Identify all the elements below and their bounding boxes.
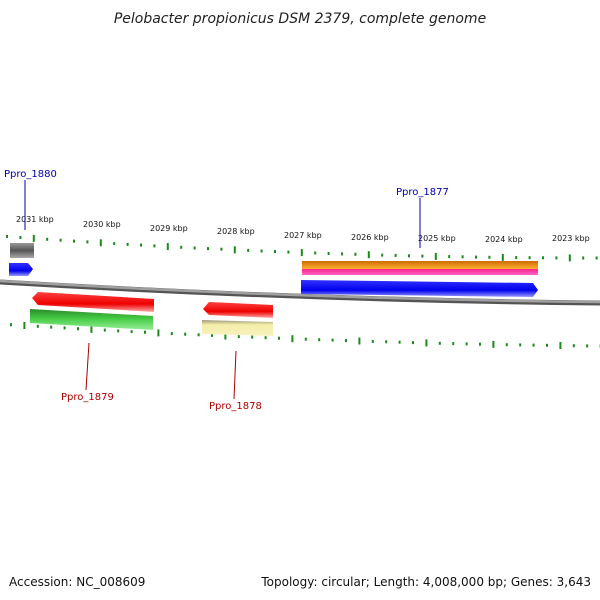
genome-summary-text: Topology: circular; Length: 4,008,000 bp…: [260, 575, 591, 589]
scale-label-2027: 2027 kbp: [284, 231, 322, 240]
feature-gray-ppro1880: [10, 243, 34, 258]
gene-label-ppro1878[interactable]: Ppro_1878: [209, 401, 262, 412]
feature-khaki-ppro1878: [202, 320, 273, 336]
scale-label-2029: 2029 kbp: [150, 224, 188, 233]
gene-arrow-ppro1877: [301, 280, 538, 297]
gene-arrow-ppro1878: [203, 302, 273, 318]
feature-green-ppro1879: [30, 309, 153, 330]
leader-line-ppro1878: [233, 350, 237, 400]
scale-label-2023: 2023 kbp: [552, 234, 590, 243]
accession-text: Accession: NC_008609: [9, 575, 145, 589]
gene-arrow-ppro1879: [32, 292, 154, 312]
gene-label-ppro1879[interactable]: Ppro_1879: [61, 392, 114, 403]
genome-backbone: [0, 279, 600, 304]
map-title: Pelobacter propionicus DSM 2379, complet…: [114, 11, 486, 27]
lower-scale-ticks: [10, 322, 600, 349]
scale-label-2026: 2026 kbp: [351, 233, 389, 242]
feature-magenta-ppro1877: [302, 269, 538, 275]
scale-label-2028: 2028 kbp: [217, 227, 255, 236]
scale-label-2024: 2024 kbp: [485, 235, 523, 244]
gene-label-ppro1880[interactable]: Ppro_1880: [4, 169, 57, 180]
upper-scale-ticks: [6, 234, 598, 262]
leader-line-ppro1879: [85, 342, 90, 391]
feature-orange-ppro1877: [302, 261, 538, 269]
scale-label-2030: 2030 kbp: [83, 220, 121, 229]
gene-label-ppro1877[interactable]: Ppro_1877: [396, 187, 449, 198]
scale-label-2031: 2031 kbp: [16, 215, 54, 224]
scale-label-2025: 2025 kbp: [418, 234, 456, 243]
gene-arrow-ppro1880: [9, 263, 33, 276]
